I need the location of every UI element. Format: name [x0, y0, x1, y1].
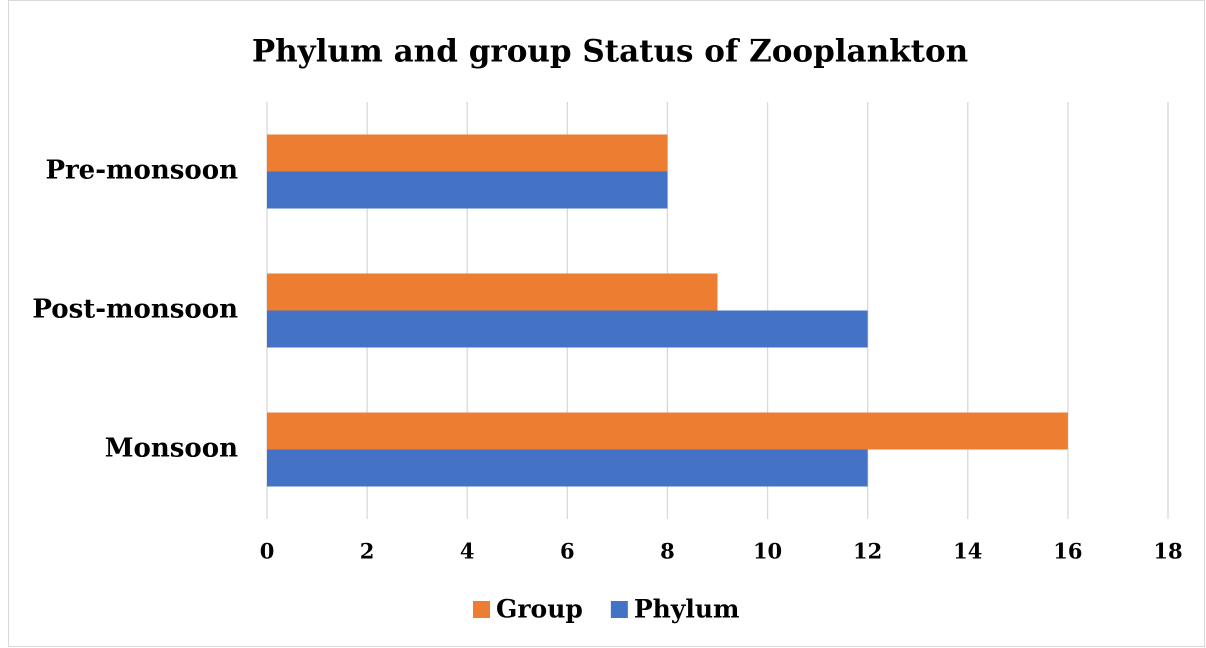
legend-label: Group: [496, 595, 583, 624]
y-tick-label: Pre-monsoon: [45, 156, 238, 186]
bar: [267, 310, 868, 348]
x-tick-label: 12: [853, 539, 882, 564]
x-tick-label: 4: [460, 539, 475, 564]
y-tick-label: Post-monsoon: [32, 295, 238, 325]
bar: [267, 412, 1068, 450]
x-tick-label: 6: [560, 539, 575, 564]
x-tick-label: 16: [1053, 539, 1082, 564]
legend-swatch: [610, 601, 628, 618]
x-tick-label: 8: [660, 539, 675, 564]
bar: [267, 449, 868, 487]
chart-title: Phylum and group Status of Zooplankton: [252, 34, 968, 70]
bar: [267, 273, 718, 311]
legend-label: Phylum: [634, 595, 740, 624]
legend-swatch: [473, 601, 490, 618]
x-tick-label: 14: [953, 539, 982, 564]
x-tick-label: 18: [1153, 539, 1182, 564]
x-tick-label: 2: [360, 539, 375, 564]
y-tick-label: Monsoon: [105, 434, 238, 464]
bar: [267, 134, 668, 172]
x-tick-label: 0: [260, 539, 275, 564]
x-tick-label: 10: [753, 539, 782, 564]
bar: [267, 171, 668, 209]
